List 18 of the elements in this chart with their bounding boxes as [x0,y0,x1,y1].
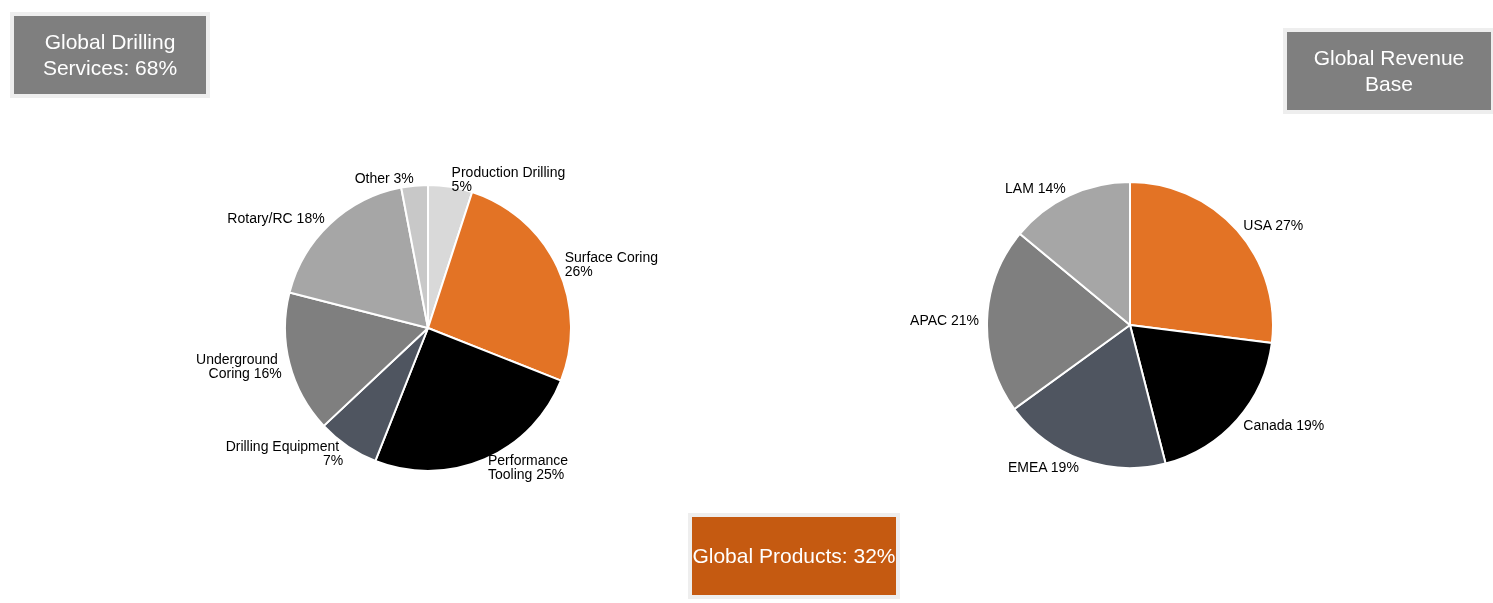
data-label: 26% [564,262,593,279]
slice-label: APAC 21% [910,312,980,329]
slice-label: Canada 19% [1243,416,1325,433]
slice-label: Other 3% [354,169,414,186]
slice-label: LAM 14% [1005,180,1066,197]
slice-label: Drilling Equipment [225,437,344,454]
data-label: 7% [322,451,344,468]
slice-label: Underground Coring 16% [196,350,282,381]
slice-label: EMEA 19% [1008,459,1079,476]
text: Global Products: 32% [692,517,896,595]
slice-label: USA 27% [1243,217,1304,234]
text: Global Revenue Base [1287,32,1491,110]
text: Global Drilling Services: 68% [14,16,206,94]
slice-label: Rotary/RC 18% [227,209,325,226]
slice-label: Surface Coring [564,248,662,265]
data-label: 5% [451,177,472,194]
slice-label: Performance Tooling 25% [487,451,573,482]
slice-label: Production Drilling [451,163,570,180]
